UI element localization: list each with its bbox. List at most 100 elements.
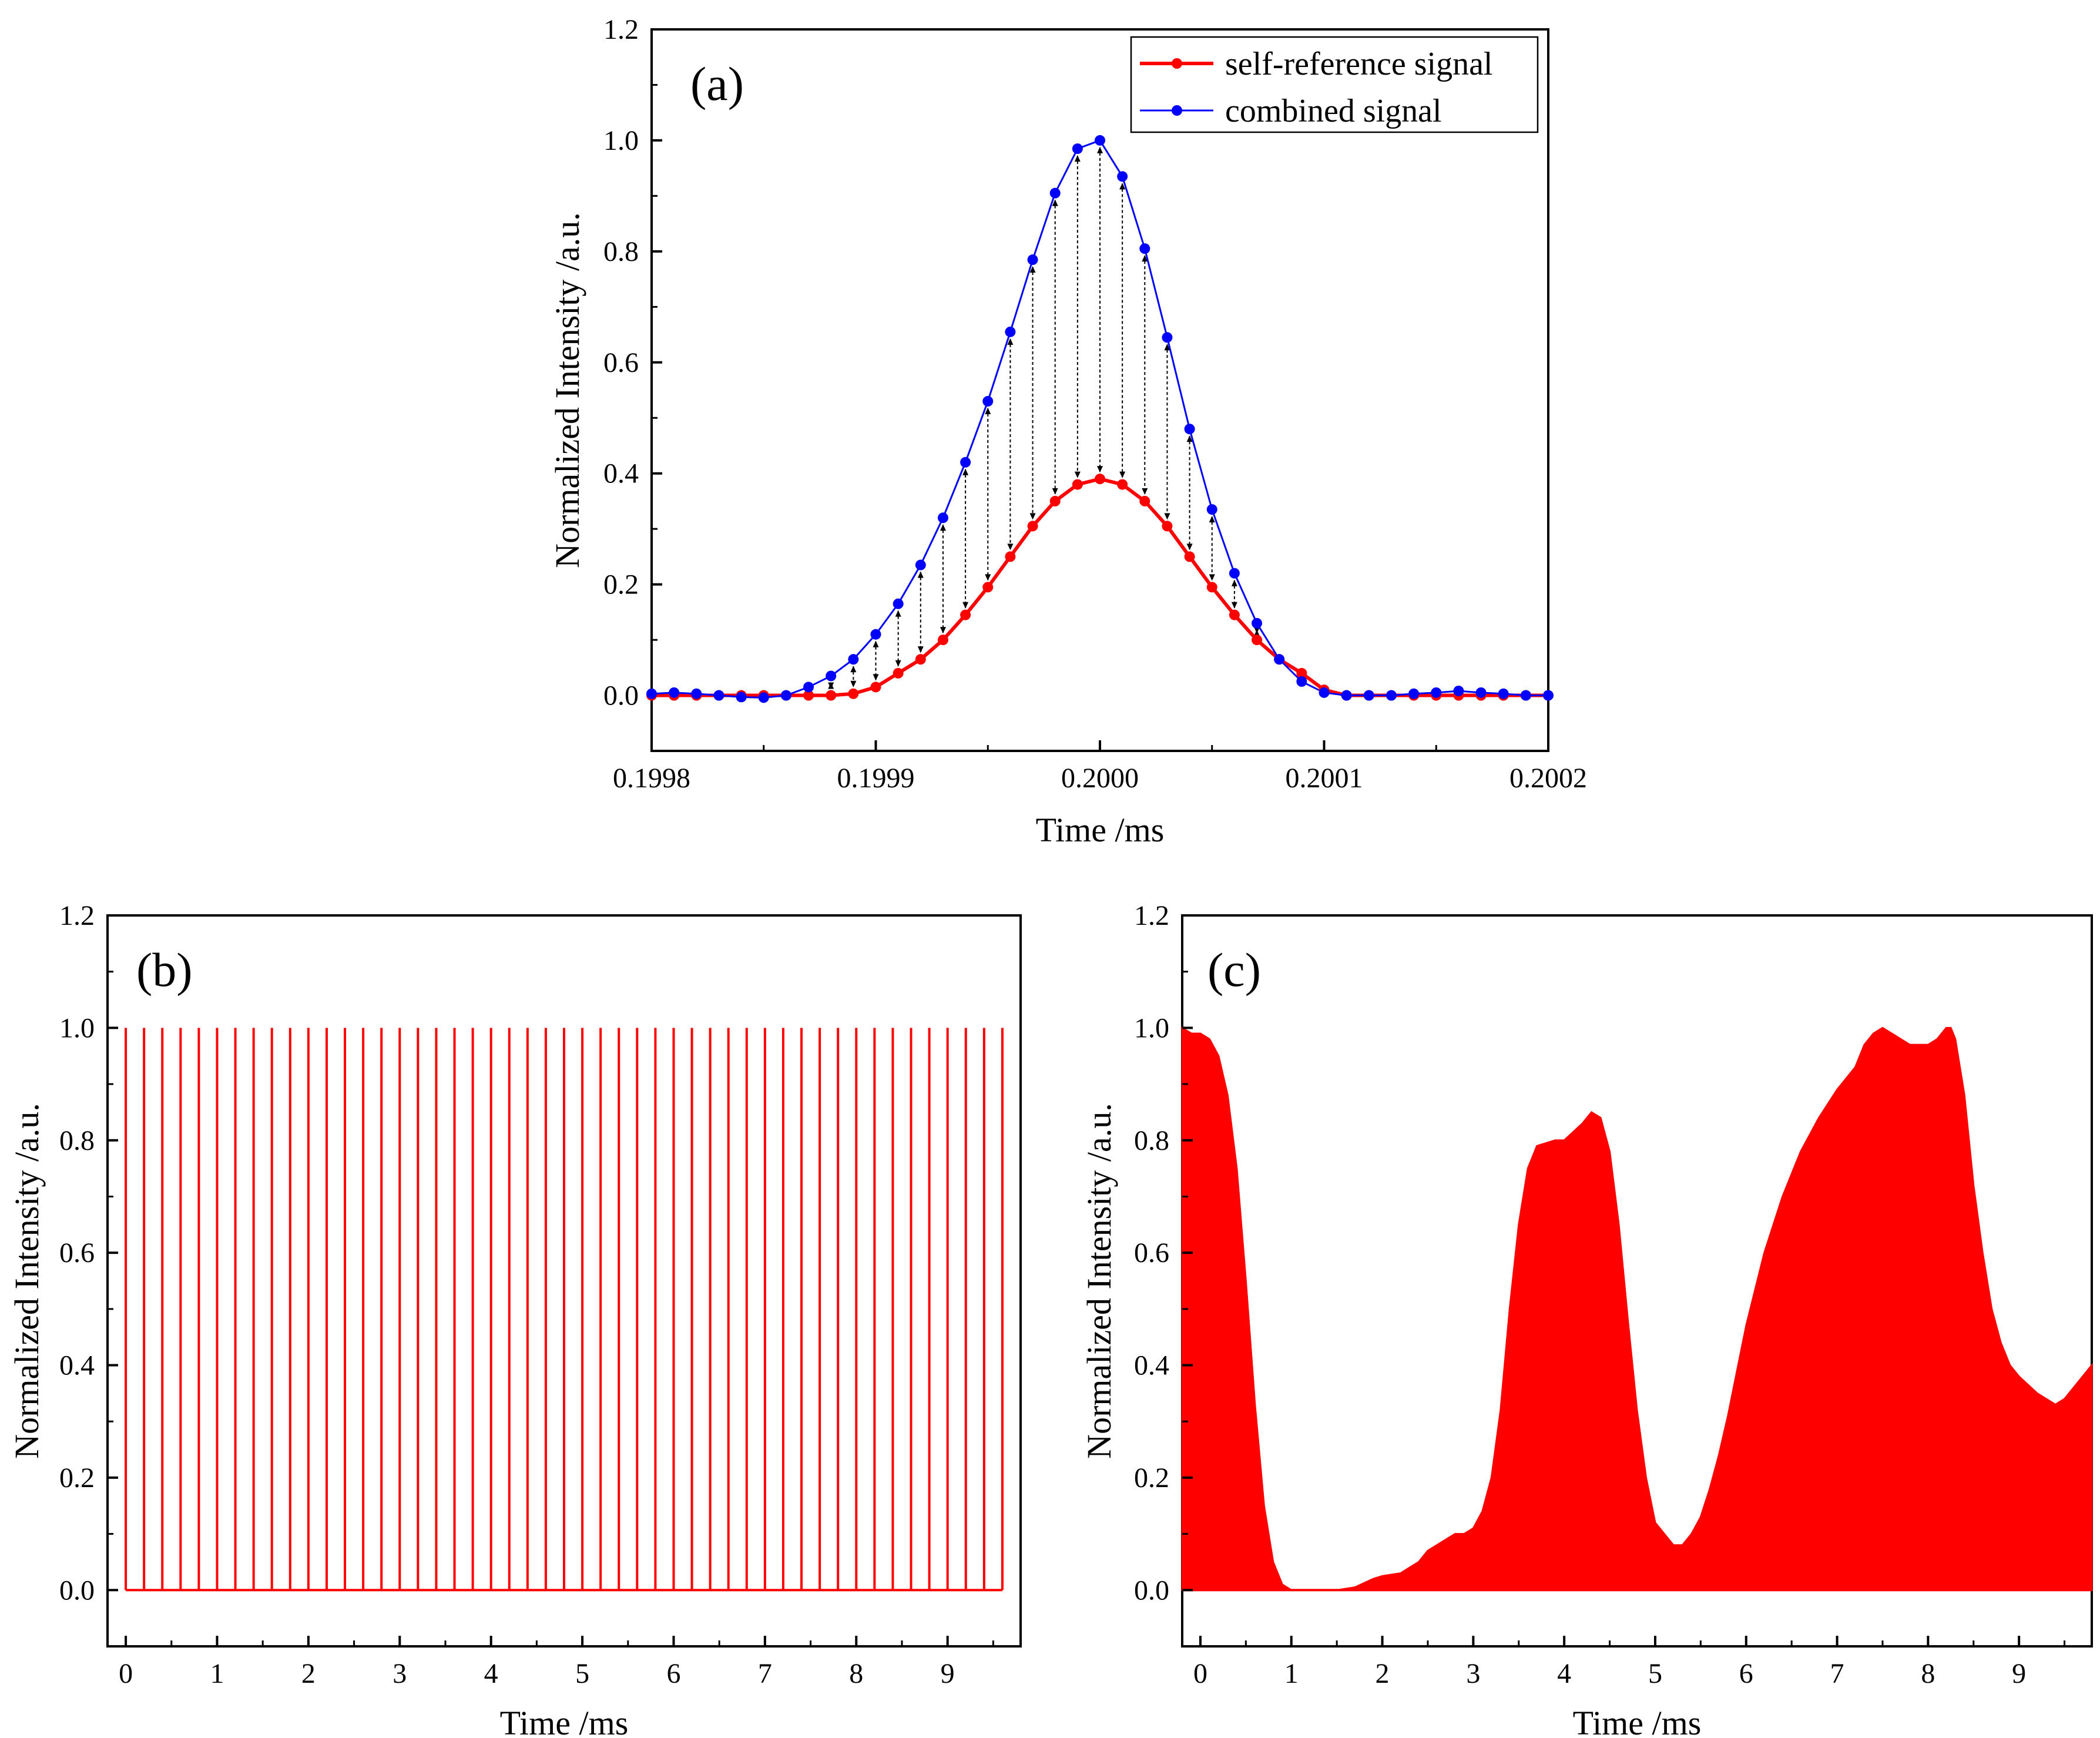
arrowhead-up xyxy=(917,571,924,578)
data-point-combined xyxy=(1475,687,1487,698)
data-point-self-reference xyxy=(960,609,971,620)
arrowhead-up xyxy=(1119,183,1126,190)
data-point-self-reference xyxy=(1139,495,1150,506)
plot-frame-b xyxy=(106,914,1022,1648)
x-tick-label: 0 xyxy=(119,1658,133,1689)
data-point-self-reference xyxy=(1296,667,1307,679)
x-tick-label: 1 xyxy=(1284,1658,1299,1689)
data-point-self-reference xyxy=(1072,479,1083,490)
arrowhead-down xyxy=(985,574,991,581)
y-tick-label: 1.0 xyxy=(603,125,639,156)
arrowhead-down xyxy=(917,646,924,653)
data-point-combined xyxy=(1386,690,1397,701)
data-point-combined xyxy=(1072,143,1083,155)
data-point-self-reference xyxy=(870,682,881,693)
data-point-combined xyxy=(1520,690,1531,701)
signal-area-c xyxy=(1181,1026,2093,1592)
x-axis-label-b: Time /ms xyxy=(500,1704,629,1738)
y-tick-label: 1.0 xyxy=(59,1012,95,1044)
arrowhead-up xyxy=(1074,155,1081,162)
y-axis-label-b: Normalized Intensity /a.u. xyxy=(8,1103,46,1459)
panel-label-c: (c) xyxy=(1207,943,1261,997)
x-tick-label: 0.2001 xyxy=(1286,763,1363,794)
data-point-combined xyxy=(1139,243,1150,254)
data-point-combined xyxy=(1162,332,1173,343)
arrowhead-down xyxy=(1007,543,1014,551)
legend-marker-self-reference xyxy=(1172,58,1182,69)
data-point-combined xyxy=(1363,690,1374,701)
arrowhead-down xyxy=(1231,602,1237,609)
data-point-combined xyxy=(915,559,926,571)
data-point-self-reference xyxy=(1184,551,1195,562)
arrowhead-up xyxy=(1142,255,1148,262)
data-point-combined xyxy=(1453,685,1464,696)
y-tick-label: 0.2 xyxy=(1134,1462,1169,1494)
x-tick-label: 3 xyxy=(393,1658,407,1689)
data-point-combined xyxy=(982,395,994,407)
axis-ticks-a: 0.1998 0.1999 0.2000 0.2001 0.2002 0.0 0.2 0.4 0… xyxy=(603,14,1587,794)
data-point-combined xyxy=(736,692,747,703)
x-tick-label: 4 xyxy=(1557,1658,1571,1689)
arrowhead-down xyxy=(1097,466,1103,473)
chart-panel-a: 0.1998 0.1999 0.2000 0.2001 0.2002 0.0 0.2 0.4 0… xyxy=(548,14,1587,849)
data-point-combined xyxy=(870,629,881,640)
data-point-combined xyxy=(1341,690,1352,701)
x-tick-label: 6 xyxy=(1739,1658,1753,1689)
x-tick-label: 2 xyxy=(1376,1658,1390,1689)
x-tick-label: 1 xyxy=(210,1658,224,1689)
x-tick-label: 8 xyxy=(1921,1658,1935,1689)
arrowhead-up xyxy=(1007,338,1014,345)
data-point-self-reference xyxy=(826,690,837,701)
arrowhead-up xyxy=(1097,146,1103,153)
data-point-combined xyxy=(669,687,680,698)
data-point-combined xyxy=(1049,187,1061,199)
data-point-combined xyxy=(960,457,971,468)
arrowhead-down xyxy=(1029,513,1036,520)
data-point-combined xyxy=(937,512,948,524)
difference-arrows-a xyxy=(828,146,1260,689)
x-tick-label: 2 xyxy=(301,1658,316,1689)
arrowhead-up xyxy=(1029,266,1036,273)
y-tick-label: 0.2 xyxy=(603,569,639,600)
arrowhead-up xyxy=(1209,516,1215,523)
data-point-combined xyxy=(1498,688,1509,699)
data-point-self-reference xyxy=(848,688,859,699)
y-tick-label: 0.8 xyxy=(1134,1125,1169,1156)
legend-marker-combined xyxy=(1172,105,1182,116)
pulse-train-b xyxy=(125,1028,1004,1592)
legend-label-combined: combined signal xyxy=(1225,93,1442,129)
x-tick-label: 6 xyxy=(666,1658,680,1689)
y-tick-label: 1.2 xyxy=(603,14,639,45)
arrowhead-up xyxy=(895,610,901,617)
y-tick-label: 0.0 xyxy=(59,1575,95,1606)
data-point-self-reference xyxy=(803,690,814,701)
y-tick-label: 1.0 xyxy=(1134,1012,1169,1044)
y-tick-label: 0.8 xyxy=(59,1125,95,1156)
data-point-combined xyxy=(1252,618,1263,629)
arrowhead-down xyxy=(1209,574,1215,581)
y-tick-label: 0.0 xyxy=(1134,1575,1169,1606)
legend-box xyxy=(1130,36,1539,133)
x-tick-label: 0.1998 xyxy=(613,763,690,794)
y-tick-label: 1.2 xyxy=(1134,900,1169,931)
x-tick-label: 8 xyxy=(849,1658,863,1689)
arrowhead-up xyxy=(1164,344,1170,351)
legend-a: self-reference signal combined signal xyxy=(1130,36,1539,133)
signal-envelope-area xyxy=(1181,1026,2093,1591)
x-tick-label: 5 xyxy=(1648,1658,1662,1689)
data-point-combined xyxy=(1095,135,1105,146)
x-tick-label: 5 xyxy=(575,1658,589,1689)
data-point-combined xyxy=(1184,424,1195,435)
data-point-self-reference xyxy=(1027,521,1038,532)
data-point-self-reference xyxy=(982,582,994,593)
y-tick-label: 0.6 xyxy=(1134,1237,1169,1269)
series-group-a xyxy=(646,135,1554,703)
arrowhead-down xyxy=(1074,471,1081,478)
y-tick-label: 0.0 xyxy=(603,680,639,712)
x-tick-label: 4 xyxy=(484,1658,498,1689)
data-point-combined xyxy=(1319,687,1330,698)
y-axis-label-c: Normalized Intensity /a.u. xyxy=(1080,1103,1118,1459)
data-point-self-reference xyxy=(1229,609,1240,620)
x-tick-label: 7 xyxy=(1830,1658,1844,1689)
legend-label-self-reference: self-reference signal xyxy=(1225,46,1493,82)
